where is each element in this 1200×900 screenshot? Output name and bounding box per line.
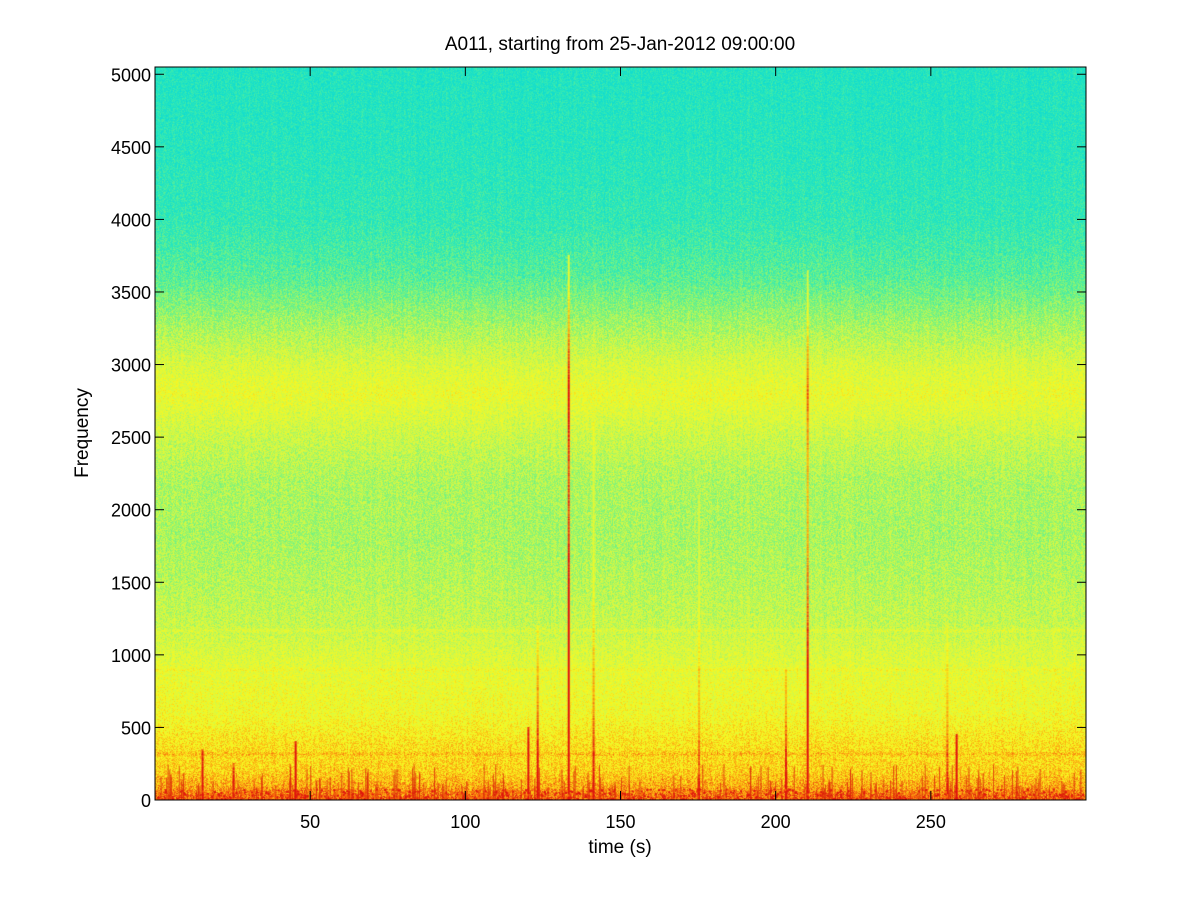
y-tick-label: 5000 (111, 65, 151, 85)
y-tick-label: 2500 (111, 428, 151, 448)
x-tick-label: 150 (605, 812, 635, 832)
spectrogram-image (155, 67, 1086, 800)
y-tick-label: 2000 (111, 501, 151, 521)
y-tick-label: 4500 (111, 138, 151, 158)
y-tick-label: 1000 (111, 646, 151, 666)
axes-box (154, 66, 1087, 801)
x-tick-label: 200 (761, 812, 791, 832)
y-tick-label: 4000 (111, 210, 151, 230)
y-tick-label: 0 (141, 791, 151, 811)
x-tick-label: 100 (450, 812, 480, 832)
y-tick-label: 500 (121, 718, 151, 738)
x-tick-label: 50 (300, 812, 320, 832)
y-axis-ticks: 0 500 1000 1500 2000 2500 3000 3500 4000 4500 5000 (111, 65, 1086, 811)
y-tick-label: 3500 (111, 283, 151, 303)
chart-title: A011, starting from 25-Jan-2012 09:00:00 (445, 34, 795, 55)
y-axis-label: Frequency (72, 388, 93, 478)
y-tick-label: 1500 (111, 573, 151, 593)
x-tick-label: 250 (916, 812, 946, 832)
x-axis-ticks: 50 100 150 200 250 (300, 67, 946, 832)
x-axis-label: time (s) (588, 837, 651, 858)
y-tick-label: 3000 (111, 356, 151, 376)
